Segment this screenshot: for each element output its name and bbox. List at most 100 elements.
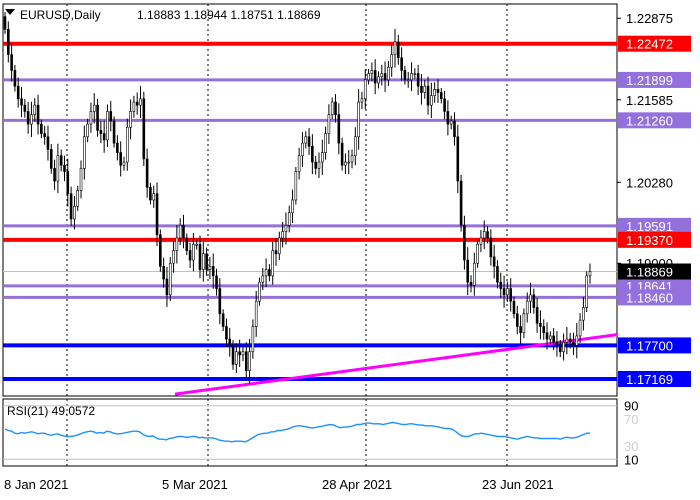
level-price-label: 1.22472 [626,37,673,52]
candle-body [552,335,555,343]
candle-body [238,351,241,356]
candle-body [218,288,222,315]
candle-body [7,28,10,55]
candle-body [145,158,149,188]
candle-body [397,41,400,59]
candle-body [473,262,476,286]
candle-body [139,98,142,106]
candle-body [116,142,119,153]
candle-body [578,319,582,337]
candle-body [327,114,331,134]
candle-body [33,104,37,115]
candle-body [155,193,159,236]
candle-body [264,269,268,277]
level-price-label: 1.17700 [626,338,673,353]
rsi-tick-label: 90 [624,399,638,414]
candle-body [525,300,529,315]
candle-body [393,41,397,55]
candle-body [568,338,572,343]
level-price-tag [618,337,691,354]
candle-body [555,341,559,346]
rsi-tick-label: 10 [624,452,638,467]
candle-body [317,161,321,169]
candle-body [251,326,255,353]
candle-body [436,89,440,93]
candle-body [96,104,99,131]
candle-body [400,57,403,71]
candle-body [459,180,463,226]
level-price-tag [618,289,691,306]
level-price-tag [618,217,691,234]
candle-body [185,237,189,251]
candle-body [443,98,446,112]
candle-body [390,54,393,68]
candle-body [106,111,109,141]
candle-body [291,199,294,213]
candle-body [456,136,460,182]
level-price-tag [618,71,691,88]
candle-body [383,73,387,81]
candle-body [572,341,575,346]
level-price-label: 1.21260 [626,113,673,128]
candle-body [63,164,66,172]
candle-body [539,322,542,327]
candle-body [344,161,347,166]
level-price-tag [618,370,691,387]
candle-body [506,288,509,296]
candle-body [49,149,53,169]
candle-body [301,142,304,157]
candle-body [244,351,248,372]
candle-body [489,237,493,258]
candle-body [142,98,146,160]
candle-body [522,313,526,334]
candle-body [69,193,73,220]
candle-body [304,136,308,144]
candle-body [357,101,360,138]
candle-body [271,250,275,277]
candle-body [89,111,93,125]
candle-body [205,253,208,270]
candle-body [294,171,298,201]
x-axis-date-label: 23 Jun 2021 [482,477,554,492]
x-axis-date-label: 5 Mar 2021 [162,477,228,492]
candle-body [129,111,132,128]
candle-body [23,104,27,112]
candle-body [582,307,585,321]
candle-body [254,300,258,327]
candle-body [278,237,281,255]
ohlc-readout: 1.18883 1.18944 1.18751 1.18869 [137,8,321,22]
candle-body [529,294,532,302]
candle-body [496,266,499,283]
candle-body [3,16,7,30]
chart-frames [2,3,618,467]
collapse-arrow-icon[interactable] [5,9,15,15]
price-tick-label: 1.22875 [626,11,673,26]
candle-body [430,95,433,106]
candle-body [387,66,390,81]
price-tick-label: 1.21585 [626,93,673,108]
candle-body [13,70,17,87]
candle-body [274,250,278,255]
candle-body [132,101,136,112]
vertical-gridlines [66,4,508,466]
candle-body [195,243,198,246]
candle-body [446,111,450,125]
candle-body [363,79,367,100]
candle-body [109,111,113,122]
candle-body [152,193,156,201]
candle-body [66,171,70,194]
current-price-label: 1.18869 [626,265,673,280]
candle-body [125,126,129,163]
level-price-label: 1.18460 [626,290,673,305]
rsi-readout: RSI(21) 49.0572 [7,404,95,418]
level-price-label: 1.19370 [626,233,673,248]
price-tick-label: 1.20280 [626,175,673,190]
candle-body [215,275,218,289]
rsi-panel: 90 10 70 30 [3,399,638,467]
candle-body [486,231,489,239]
candle-body [420,85,423,93]
x-axis-date-label: 28 Apr 2021 [322,477,392,492]
candle-body [188,250,192,261]
candle-body [26,111,30,125]
candle-body [377,76,380,84]
